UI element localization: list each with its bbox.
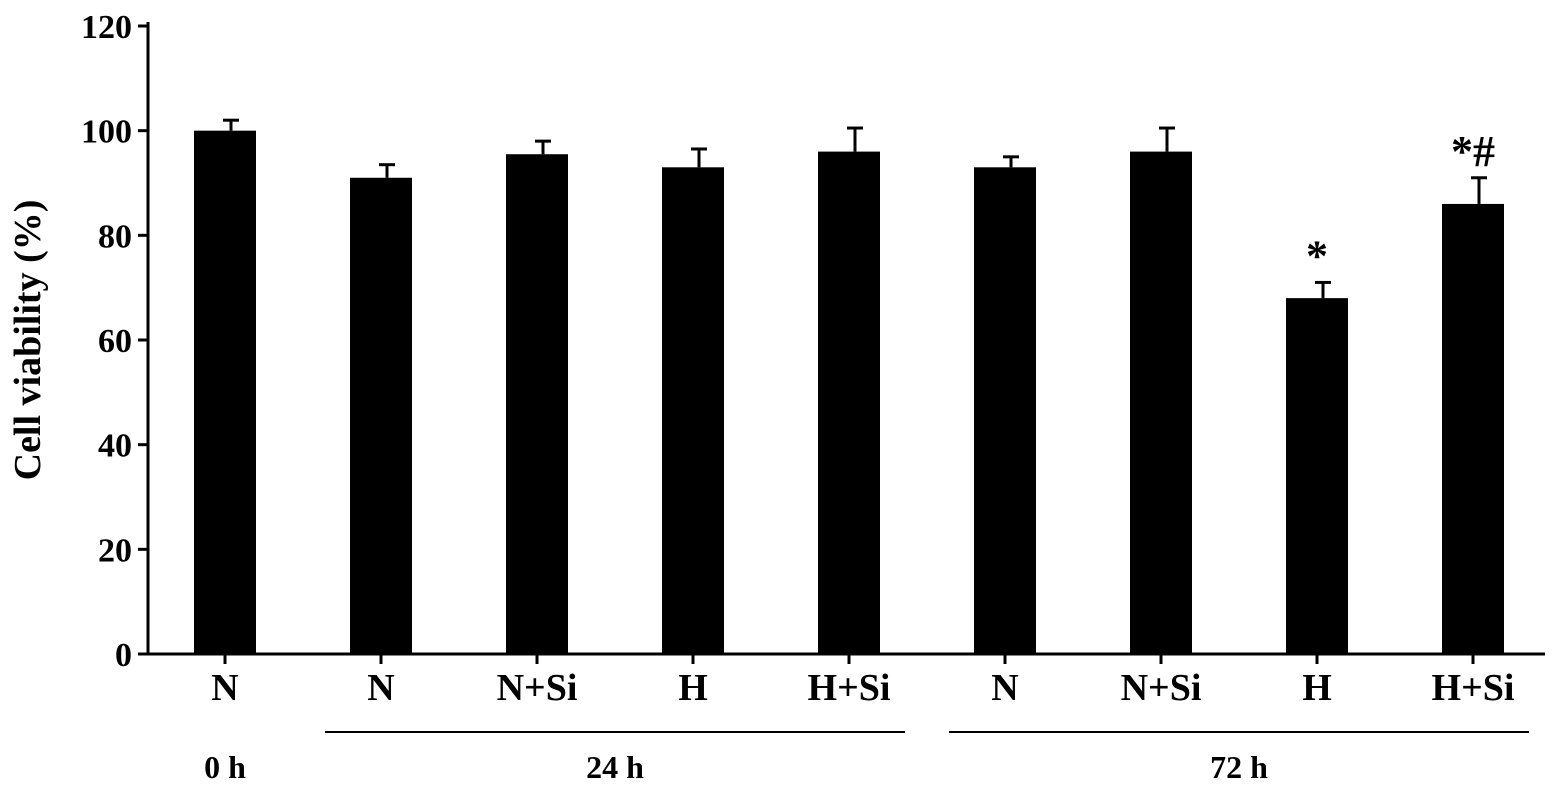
significance-marker: *# [1451, 127, 1495, 176]
x-category-label: H [678, 667, 708, 709]
x-category-label: N+Si [497, 667, 578, 709]
y-tick-label: 20 [98, 532, 132, 569]
x-category-label: N [211, 667, 238, 709]
bars [194, 130, 1504, 655]
group-label: 72 h [1210, 749, 1268, 785]
significance-marker: * [1306, 231, 1328, 280]
bar [818, 151, 880, 654]
y-tick-label: 0 [115, 637, 132, 674]
y-tick-label: 120 [81, 9, 132, 46]
x-category-label: H [1302, 667, 1332, 709]
bar [974, 167, 1036, 655]
x-tick-labels: N N N+Si H H+Si N N+Si H H+Si [211, 667, 1514, 709]
y-axis-label: Cell viability (%) [7, 200, 49, 481]
error-bars [223, 118, 1487, 299]
bar [1130, 151, 1192, 654]
bar [1442, 203, 1504, 654]
group-label: 24 h [586, 749, 644, 785]
bar [350, 177, 412, 654]
y-tick-label: 40 [98, 428, 132, 465]
x-category-label: N [367, 667, 394, 709]
x-category-label: H+Si [1432, 667, 1515, 709]
bar [506, 154, 568, 654]
y-tick-label: 80 [98, 218, 132, 255]
y-tick-label: 60 [98, 323, 132, 360]
bar [662, 167, 724, 655]
x-category-label: H+Si [808, 667, 891, 709]
group-labels: 0 h 24 h 72 h [204, 731, 1529, 785]
x-category-label: N+Si [1121, 667, 1202, 709]
y-axis-title: Cell viability (%) [7, 200, 49, 481]
y-tick-label: 100 [81, 114, 132, 151]
x-category-label: N [991, 667, 1018, 709]
bar [194, 130, 256, 654]
bar [1286, 298, 1348, 654]
annotations: * *# [1306, 127, 1495, 281]
group-label: 0 h [204, 749, 246, 785]
